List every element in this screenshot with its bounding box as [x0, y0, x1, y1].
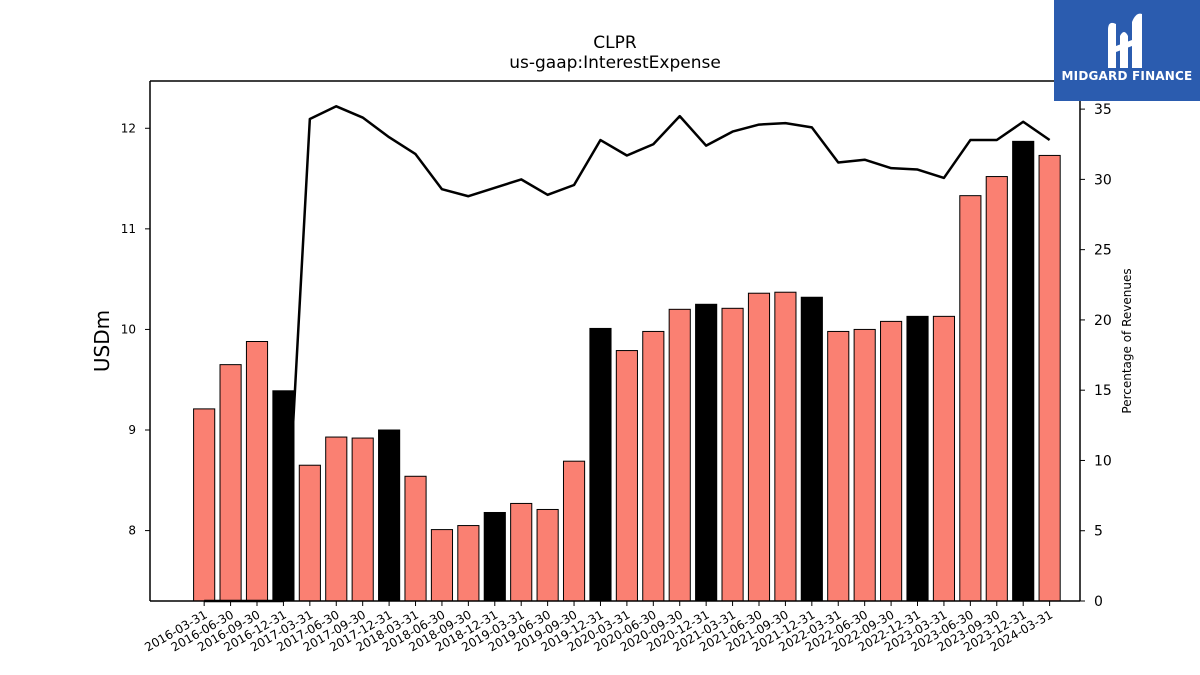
y-tick-label: 12 — [121, 121, 136, 135]
y-tick-label: 8 — [128, 524, 136, 538]
y2-tick-label: 25 — [1094, 243, 1112, 259]
bar — [800, 296, 823, 602]
bar — [932, 315, 956, 602]
bar — [193, 408, 216, 602]
bar — [615, 350, 638, 602]
y-tick-label: 9 — [128, 423, 136, 437]
y2-tick-label: 20 — [1094, 313, 1112, 329]
bar — [562, 460, 586, 602]
bar — [325, 436, 348, 602]
bar — [245, 341, 269, 602]
bar — [695, 303, 718, 602]
bar — [483, 511, 506, 602]
chart-subtitle: us-gaap:InterestExpense — [509, 53, 721, 73]
y-tick-label: 10 — [121, 322, 136, 336]
y2-tick-label: 30 — [1094, 172, 1112, 188]
y2-tick-label: 0 — [1094, 594, 1103, 610]
bar — [298, 464, 321, 602]
bar — [827, 330, 850, 602]
bar — [1038, 154, 1061, 602]
bar — [510, 502, 533, 602]
bar — [351, 437, 374, 602]
line-series — [204, 105, 1051, 603]
bar — [747, 292, 771, 602]
bar — [430, 529, 454, 602]
bar — [536, 508, 559, 602]
y2-tick-label: 5 — [1094, 524, 1103, 540]
bar — [774, 291, 797, 602]
bar — [721, 307, 744, 602]
bar — [853, 328, 876, 602]
logo-text: MIDGARD FINANCE — [1061, 69, 1193, 83]
bar — [642, 330, 665, 602]
chart-title: CLPR — [593, 33, 637, 53]
bar — [404, 475, 427, 602]
bar — [906, 315, 929, 602]
bar — [219, 364, 242, 602]
bar — [272, 390, 295, 602]
company-logo: MIDGARD FINANCE — [1054, 0, 1200, 101]
bar — [668, 308, 691, 602]
y2-tick-label: 10 — [1094, 453, 1112, 469]
y2-tick-label: 35 — [1094, 102, 1112, 118]
logo-mark-icon — [1108, 13, 1142, 68]
bar — [985, 176, 1008, 602]
bar — [959, 195, 982, 602]
y2-axis-label: Percentage of Revenues — [1120, 268, 1134, 413]
bar — [378, 429, 401, 602]
bar — [457, 525, 480, 602]
bar — [880, 320, 903, 602]
y-axis-label: USDm — [90, 310, 114, 372]
bar — [589, 327, 612, 602]
y2-tick-label: 15 — [1094, 383, 1112, 399]
bar — [1012, 140, 1035, 602]
y-tick-label: 11 — [121, 222, 136, 236]
